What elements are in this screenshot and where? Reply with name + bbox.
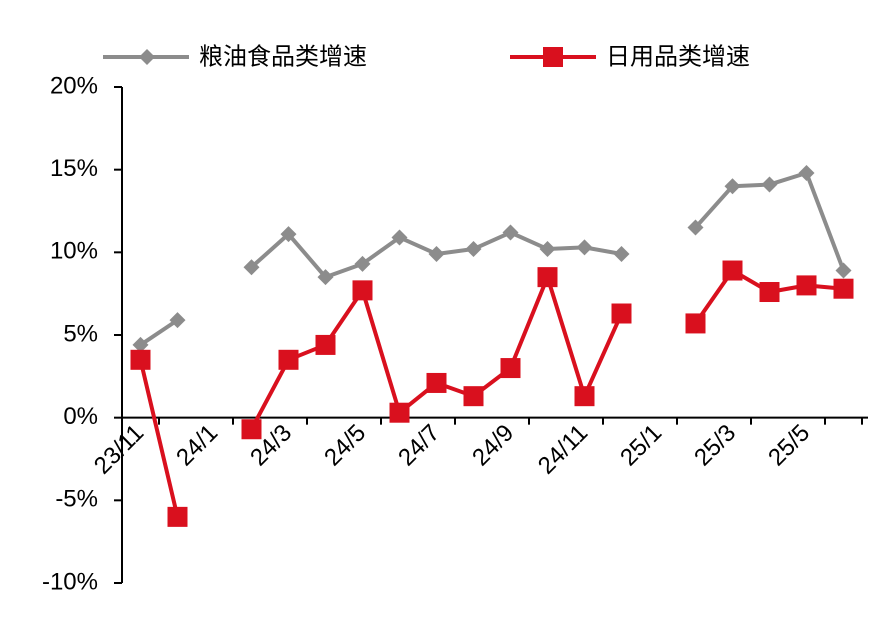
point-marker <box>354 255 371 272</box>
point-marker <box>315 334 336 355</box>
y-tick-label: 5% <box>63 320 98 347</box>
point-marker <box>241 419 262 440</box>
y-tick-label: 0% <box>63 403 98 430</box>
point-marker <box>722 260 743 281</box>
point-marker <box>724 178 741 195</box>
legend-marker <box>543 47 563 67</box>
x-tick-label: 24/11 <box>533 419 593 479</box>
point-marker <box>391 229 408 246</box>
point-marker <box>428 245 445 262</box>
legend-label: 日用品类增速 <box>606 43 750 70</box>
x-tick-label: 24/1 <box>171 419 223 471</box>
point-marker <box>278 349 299 370</box>
point-marker <box>798 164 815 181</box>
point-marker <box>537 267 558 288</box>
legend-label: 粮油食品类增速 <box>199 43 367 70</box>
point-marker <box>796 275 817 296</box>
point-marker <box>759 282 780 303</box>
point-marker <box>169 312 186 329</box>
point-marker <box>426 372 447 393</box>
y-tick-label: 10% <box>50 238 98 265</box>
point-marker <box>463 386 484 407</box>
point-marker <box>761 176 778 193</box>
point-marker <box>611 303 632 324</box>
point-marker <box>502 224 519 241</box>
point-marker <box>130 349 151 370</box>
series-line <box>139 170 846 347</box>
point-marker <box>132 336 149 353</box>
point-marker <box>835 262 852 279</box>
legend-marker <box>139 49 155 65</box>
y-tick-label: -10% <box>42 568 98 595</box>
point-marker <box>167 506 188 527</box>
y-tick-label: -5% <box>55 486 98 513</box>
point-marker <box>389 402 410 423</box>
point-marker <box>833 278 854 299</box>
x-tick-label: 24/9 <box>467 419 519 471</box>
point-marker <box>574 386 595 407</box>
series-line <box>138 268 844 518</box>
point-marker <box>317 269 334 286</box>
point-marker <box>613 245 630 262</box>
point-marker <box>687 219 704 236</box>
x-tick-label: 24/7 <box>393 419 445 471</box>
x-tick-label: 24/5 <box>319 419 371 471</box>
point-marker <box>280 226 297 243</box>
x-tick-label: 25/5 <box>763 419 815 471</box>
point-marker <box>539 241 556 258</box>
point-marker <box>465 241 482 258</box>
x-tick-label: 25/3 <box>689 419 741 471</box>
y-tick-label: 20% <box>50 72 98 99</box>
x-tick-label: 25/1 <box>615 419 667 471</box>
legend-item: 粮油食品类增速 <box>103 43 367 70</box>
point-marker <box>576 239 593 256</box>
legend-item: 日用品类增速 <box>510 43 750 70</box>
point-marker <box>500 358 521 379</box>
y-tick-label: 15% <box>50 155 98 182</box>
point-marker <box>352 280 373 301</box>
point-marker <box>243 259 260 276</box>
point-marker <box>685 313 706 334</box>
